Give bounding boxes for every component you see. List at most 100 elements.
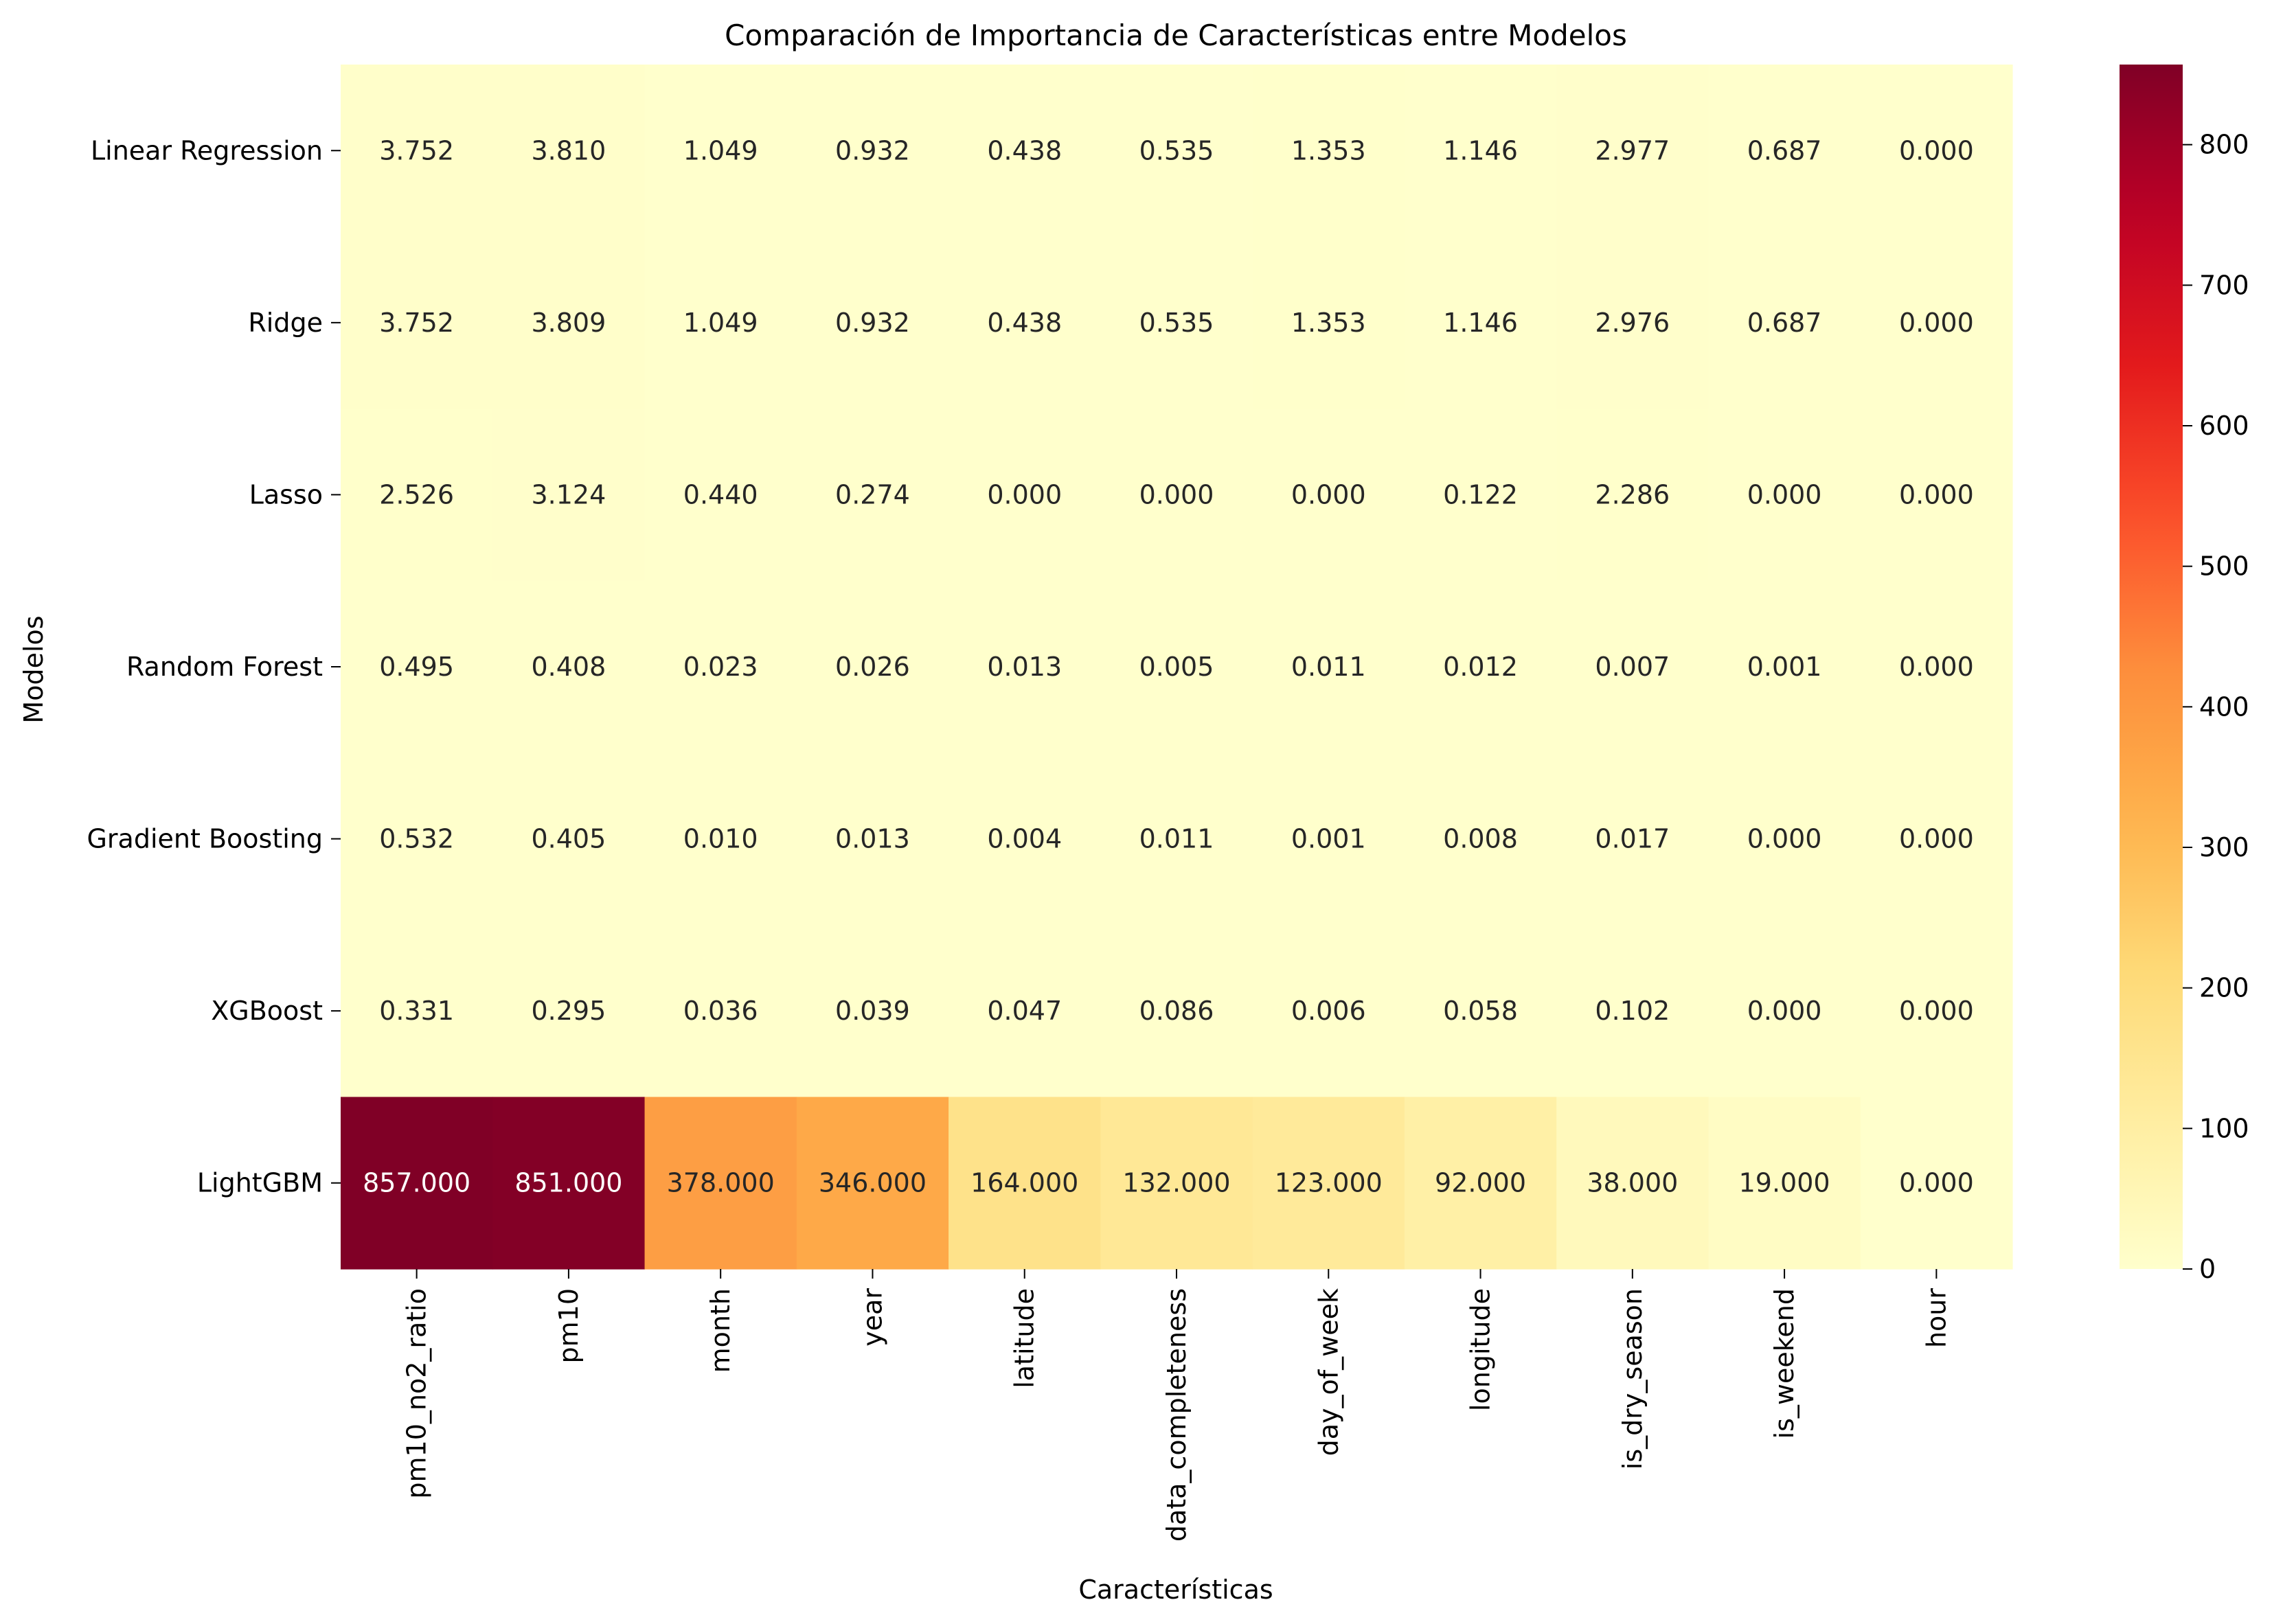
colorbar-tick-label: 700	[2199, 270, 2249, 300]
cell-value-label: 0.001	[1747, 652, 1822, 682]
cell-value-label: 132.000	[1122, 1168, 1230, 1198]
heatmap-cell	[1556, 65, 1709, 238]
cell-value-label: 0.535	[1139, 135, 1214, 165]
cell-value-label: 0.440	[683, 479, 758, 510]
cell-value-label: 857.000	[363, 1168, 470, 1198]
cell-value-label: 0.000	[1291, 479, 1366, 510]
cell-value-label: 0.047	[987, 996, 1062, 1026]
heatmap-cell	[796, 580, 949, 753]
heatmap-cell	[1404, 753, 1557, 926]
cell-value-label: 0.010	[683, 824, 758, 854]
heatmap-cell	[1860, 409, 2013, 582]
heatmap-cell	[492, 753, 646, 926]
heatmap-cell	[796, 65, 949, 238]
cell-value-label: 0.000	[1899, 996, 1974, 1026]
cell-value-label: 0.000	[1899, 652, 1974, 682]
heatmap-cells	[341, 65, 2013, 1270]
cell-value-label: 123.000	[1275, 1168, 1383, 1198]
cell-value-label: 346.000	[819, 1168, 927, 1198]
cell-value-label: 0.932	[835, 135, 910, 165]
chart-title: Comparación de Importancia de Caracterís…	[725, 19, 1627, 52]
heatmap-cell	[1708, 924, 1861, 1098]
y-tick-label: Ridge	[248, 308, 323, 338]
colorbar-tick-label: 400	[2199, 691, 2249, 722]
x-tick-label: pm10_no2_ratio	[402, 1288, 432, 1499]
colorbar-tick-label: 200	[2199, 973, 2249, 1003]
heatmap-cell	[948, 924, 1101, 1098]
cell-value-label: 0.438	[987, 308, 1062, 338]
heatmap-cell	[492, 65, 646, 238]
cell-value-label: 0.013	[987, 652, 1062, 682]
heatmap-cell	[492, 236, 646, 409]
y-tick-label: Lasso	[249, 479, 323, 510]
heatmap-cell	[1556, 753, 1709, 926]
cell-value-label: 0.011	[1139, 824, 1214, 854]
cell-value-label: 0.017	[1595, 824, 1670, 854]
heatmap-cell	[1556, 236, 1709, 409]
cell-value-label: 0.008	[1443, 824, 1518, 854]
heatmap-cell	[1100, 1097, 1253, 1270]
cell-value-label: 0.000	[1139, 479, 1214, 510]
cell-value-label: 0.039	[835, 996, 910, 1026]
y-tick-label: LightGBM	[197, 1168, 323, 1198]
heatmap-cell	[1252, 65, 1405, 238]
cell-value-label: 0.274	[835, 479, 910, 510]
colorbar-tick-label: 100	[2199, 1113, 2249, 1143]
heatmap-cell	[948, 580, 1101, 753]
heatmap-cell	[644, 580, 797, 753]
heatmap-cell	[1556, 924, 1709, 1098]
cell-value-label: 0.000	[1899, 308, 1974, 338]
cell-value-label: 38.000	[1587, 1168, 1678, 1198]
heatmap-cell	[492, 1097, 646, 1270]
heatmap-cell	[1708, 236, 1861, 409]
heatmap-cell	[1860, 65, 2013, 238]
heatmap-cell	[341, 753, 493, 926]
cell-value-label: 1.146	[1443, 135, 1518, 165]
heatmap-cell	[644, 236, 797, 409]
cell-value-label: 3.809	[532, 308, 606, 338]
cell-value-label: 3.124	[532, 479, 606, 510]
cell-value-label: 3.752	[379, 308, 454, 338]
heatmap-cell	[1860, 236, 2013, 409]
cell-value-label: 0.932	[835, 308, 910, 338]
heatmap-cell	[1100, 924, 1253, 1098]
heatmap-cell	[1708, 753, 1861, 926]
heatmap-cell	[1404, 924, 1557, 1098]
cell-value-label: 92.000	[1435, 1168, 1526, 1198]
cell-value-label: 1.049	[683, 308, 758, 338]
cell-value-label: 0.000	[1899, 479, 1974, 510]
cell-value-label: 2.977	[1595, 135, 1670, 165]
heatmap-cell	[341, 236, 493, 409]
cell-value-label: 1.353	[1291, 308, 1366, 338]
cell-value-label: 1.146	[1443, 308, 1518, 338]
cell-value-label: 0.005	[1139, 652, 1214, 682]
cell-value-label: 0.012	[1443, 652, 1518, 682]
heatmap-cell	[1404, 580, 1557, 753]
x-tick-label: pm10	[554, 1288, 584, 1364]
heatmap-cell	[1404, 65, 1557, 238]
colorbar-gradient	[2120, 65, 2183, 1269]
heatmap-cell	[948, 236, 1101, 409]
heatmap-cell	[1252, 236, 1405, 409]
heatmap-cell	[492, 409, 646, 582]
cell-value-label: 0.687	[1747, 308, 1822, 338]
y-tick-label: Random Forest	[126, 652, 323, 682]
colorbar-tick-label: 0	[2199, 1254, 2216, 1284]
heatmap-cell	[948, 409, 1101, 582]
cell-value-label: 0.001	[1291, 824, 1366, 854]
heatmap-cell	[644, 409, 797, 582]
cell-value-label: 0.086	[1139, 996, 1214, 1026]
heatmap-cell	[796, 1097, 949, 1270]
heatmap-cell	[948, 65, 1101, 238]
heatmap-cell	[1100, 409, 1253, 582]
heatmap-cell	[1100, 753, 1253, 926]
heatmap-cell	[796, 924, 949, 1098]
x-axis-label: Características	[1078, 1575, 1273, 1605]
cell-value-label: 0.331	[379, 996, 454, 1026]
colorbar-tick-label: 600	[2199, 411, 2249, 441]
cell-value-label: 0.011	[1291, 652, 1366, 682]
cell-value-label: 0.000	[1747, 824, 1822, 854]
cell-value-label: 0.000	[1899, 135, 1974, 165]
heatmap-cell	[796, 236, 949, 409]
